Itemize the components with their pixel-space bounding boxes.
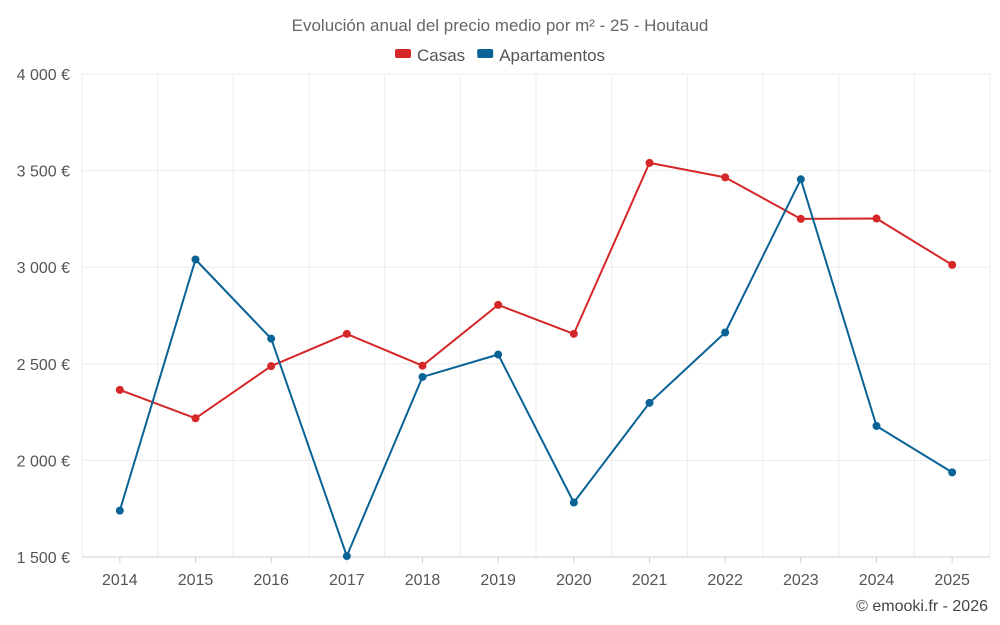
x-tick-label: 2018 <box>405 572 441 589</box>
y-tick-label: 2 000 € <box>17 453 70 470</box>
y-tick-label: 1 500 € <box>17 550 70 567</box>
x-tick-label: 2025 <box>934 572 970 589</box>
x-tick-label: 2023 <box>783 572 819 589</box>
data-point-casas <box>267 362 276 371</box>
legend-label: Casas <box>417 46 465 65</box>
y-tick-label: 3 000 € <box>17 260 70 277</box>
data-point-apartamentos <box>796 175 805 184</box>
data-point-apartamentos <box>418 372 427 381</box>
x-tick-label: 2017 <box>329 572 365 589</box>
data-point-casas <box>418 361 427 370</box>
legend-swatch <box>477 49 494 58</box>
series-group <box>115 158 957 561</box>
data-point-casas <box>948 260 957 269</box>
legend-swatch <box>395 49 411 58</box>
x-tick-label: 2024 <box>859 572 895 589</box>
x-axis: 2014 2015 2016 2017 2018 2019 2020 2021 2022 2023… <box>82 556 990 589</box>
x-tick-label: 2020 <box>556 572 592 589</box>
y-tick-label: 3 500 € <box>17 164 70 181</box>
x-tick-label: 2019 <box>480 572 516 589</box>
data-point-apartamentos <box>342 552 351 561</box>
grid <box>81 73 991 557</box>
data-point-apartamentos <box>872 422 881 431</box>
data-point-apartamentos <box>191 255 200 264</box>
data-point-casas <box>342 329 351 338</box>
data-point-apartamentos <box>494 350 503 359</box>
data-point-apartamentos <box>948 468 957 477</box>
x-tick-label: 2014 <box>102 572 138 589</box>
x-tick-label: 2015 <box>178 572 214 589</box>
data-point-apartamentos <box>645 398 654 407</box>
data-point-casas <box>796 214 805 223</box>
y-tick-label: 2 500 € <box>17 357 70 374</box>
legend-label: Apartamentos <box>499 46 605 65</box>
legend-item-apartamentos: Apartamentos <box>477 46 605 65</box>
y-axis: 1 500 € 2 000 € 2 500 € 3 000 € 3 500 € 4 000… <box>17 67 70 567</box>
data-point-apartamentos <box>721 328 730 337</box>
data-point-apartamentos <box>569 498 578 507</box>
legend: Casas Apartamentos <box>395 46 605 65</box>
data-point-apartamentos <box>267 334 276 343</box>
series-line-apartamentos <box>118 178 953 557</box>
chart-title: Evolución anual del precio medio por m² … <box>292 16 709 35</box>
data-point-casas <box>494 300 503 309</box>
y-tick-label: 4 000 € <box>17 67 70 84</box>
data-point-casas <box>115 385 124 394</box>
credit-text: © emooki.fr - 2026 <box>856 598 988 615</box>
x-tick-label: 2016 <box>253 572 289 589</box>
data-point-casas <box>872 214 881 223</box>
data-point-casas <box>569 329 578 338</box>
data-point-casas <box>645 158 654 167</box>
legend-item-casas: Casas <box>395 46 465 65</box>
data-point-casas <box>191 414 200 423</box>
x-tick-label: 2022 <box>707 572 743 589</box>
x-tick-label: 2021 <box>632 572 668 589</box>
data-point-apartamentos <box>115 506 124 515</box>
data-point-casas <box>721 173 730 182</box>
